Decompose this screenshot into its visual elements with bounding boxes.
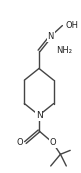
Text: N: N: [36, 111, 42, 120]
Text: N: N: [48, 32, 54, 41]
Text: O: O: [49, 138, 56, 147]
Text: OH: OH: [65, 21, 78, 30]
Text: O: O: [17, 138, 23, 147]
Text: NH₂: NH₂: [57, 46, 73, 55]
